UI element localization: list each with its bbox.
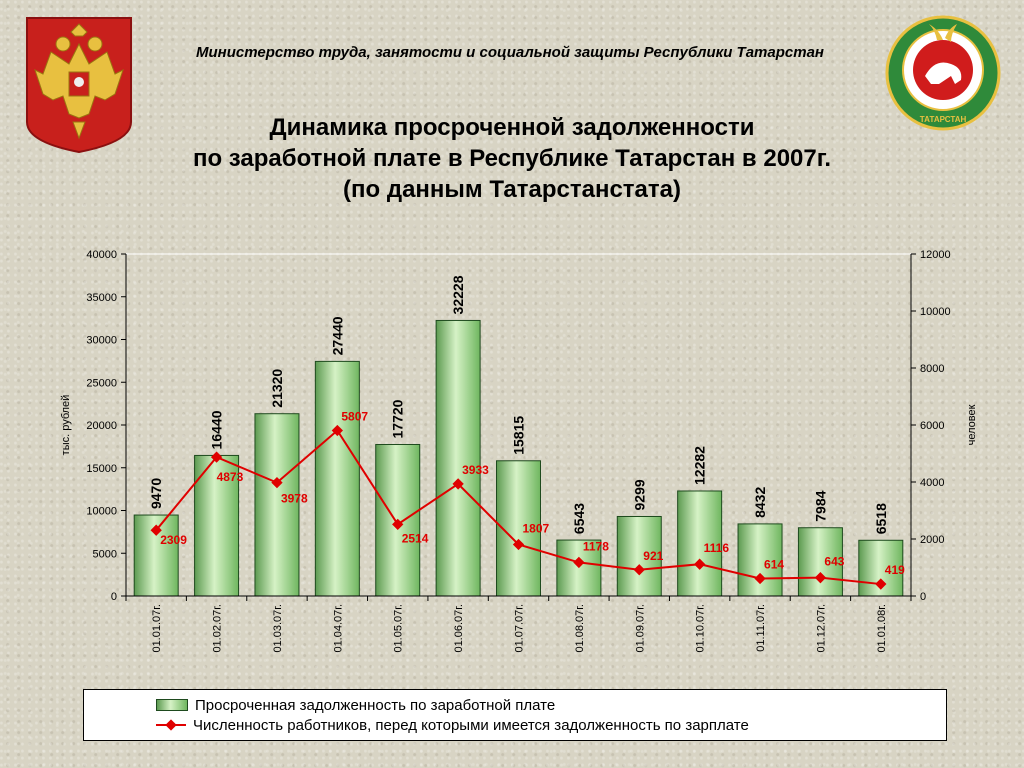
bar xyxy=(797,527,843,597)
line-value-label: 3933 xyxy=(462,463,489,477)
bar xyxy=(314,360,360,597)
line-value-label: 4873 xyxy=(217,470,244,484)
y-right-tick-label: 8000 xyxy=(920,363,944,375)
line-point xyxy=(392,518,404,531)
x-tick-label: 01.10.07г. xyxy=(695,604,707,653)
y-left-tick-label: 30000 xyxy=(86,335,117,347)
bar-value-label: 16440 xyxy=(209,410,225,449)
x-tick-label: 01.07.07г. xyxy=(514,604,526,653)
line-point xyxy=(693,558,706,570)
bar xyxy=(194,454,240,597)
legend-item-line: Численность работников, перед которыми и… xyxy=(156,715,749,735)
y-right-tick-label: 6000 xyxy=(920,420,944,432)
line-value-label: 2514 xyxy=(402,531,429,545)
line-value-label: 643 xyxy=(824,555,844,569)
y-left-tick-label: 15000 xyxy=(86,463,117,475)
x-tick-label: 01.12.07г. xyxy=(815,604,827,653)
y-right-tick-label: 12000 xyxy=(920,249,951,261)
y-left-tick-label: 20000 xyxy=(86,420,117,432)
y-left-tick-label: 10000 xyxy=(86,506,117,518)
line-point xyxy=(573,556,585,569)
page-title: Динамика просроченной задолженности по з… xyxy=(60,112,964,205)
chart-legend: Просроченная задолженность по заработной… xyxy=(83,689,947,741)
y-right-tick-label: 0 xyxy=(920,591,926,603)
bar-value-label: 9299 xyxy=(631,479,647,510)
legend-bar-label: Просроченная задолженность по заработной… xyxy=(195,696,556,714)
line-point xyxy=(875,578,887,590)
ministry-name: Министерство труда, занятости и социальн… xyxy=(196,44,824,61)
tatarstan-emblem-caption: ТАТАРСТАН xyxy=(920,115,967,124)
line-value-label: 1116 xyxy=(704,541,730,555)
line-value-label: 1178 xyxy=(583,539,609,553)
line-point xyxy=(754,572,766,585)
bar xyxy=(677,490,723,597)
tatarstan-emblem-icon: ТАТАРСТАН xyxy=(885,15,1001,131)
bar-value-label: 6518 xyxy=(873,503,889,534)
bar xyxy=(556,539,602,597)
y-axis-left-label: тыс. рублей xyxy=(60,395,72,456)
y-right-tick-label: 2000 xyxy=(920,534,944,546)
legend-bar-swatch xyxy=(156,699,188,711)
x-tick-label: 01.04.07г. xyxy=(332,604,344,653)
line-value-label: 921 xyxy=(643,549,663,563)
y-left-tick-label: 35000 xyxy=(86,292,117,304)
x-tick-label: 01.06.07г. xyxy=(453,604,465,653)
x-tick-label: 01.01.07г. xyxy=(151,604,163,653)
line-point xyxy=(331,424,344,437)
title-line-1: Динамика просроченной задолженности xyxy=(269,114,755,141)
y-left-tick-label: 0 xyxy=(111,591,117,603)
bar xyxy=(254,413,300,597)
y-left-tick-label: 25000 xyxy=(86,377,117,389)
y-left-tick-label: 40000 xyxy=(86,249,117,261)
x-tick-label: 01.09.07г. xyxy=(634,604,646,653)
line-value-label: 1807 xyxy=(523,522,550,536)
line-point xyxy=(210,451,223,463)
title-line-2: по заработной плате в Республике Татарст… xyxy=(192,145,832,172)
bar-value-label: 27440 xyxy=(329,316,345,355)
line-value-label: 419 xyxy=(885,563,905,577)
x-tick-label: 01.02.07г. xyxy=(212,604,224,653)
legend-item-bars: Просроченная задолженность по заработной… xyxy=(156,695,555,715)
line-point xyxy=(512,538,525,551)
title-line-3: (по данным Татарстанстата) xyxy=(343,176,681,203)
x-tick-label: 01.03.07г. xyxy=(272,604,284,653)
line-point xyxy=(452,478,464,490)
y-left-tick-label: 5000 xyxy=(93,548,117,560)
x-tick-label: 01.11.07г. xyxy=(755,604,767,652)
x-tick-label: 01.01.08г. xyxy=(876,604,888,653)
bar-value-label: 32228 xyxy=(450,275,466,314)
bar xyxy=(435,319,481,597)
y-right-tick-label: 10000 xyxy=(920,306,951,318)
x-tick-label: 01.05.07г. xyxy=(393,604,405,653)
y-axis-right-label: человек xyxy=(966,404,978,445)
line-point xyxy=(633,564,645,576)
bar-value-label: 9470 xyxy=(148,478,164,509)
line-value-label: 5807 xyxy=(341,410,368,424)
bar xyxy=(616,515,662,597)
line-value-label: 3978 xyxy=(281,492,308,506)
bar-value-label: 17720 xyxy=(390,399,406,438)
line-point xyxy=(271,476,283,489)
bar-value-label: 12282 xyxy=(692,446,708,485)
bar-value-label: 8432 xyxy=(752,487,768,518)
legend-line-swatch xyxy=(156,719,186,731)
y-right-tick-label: 4000 xyxy=(920,477,944,489)
line-value-label: 614 xyxy=(764,558,784,572)
legend-line-label: Численность работников, перед которыми и… xyxy=(193,716,749,734)
bar-value-label: 7984 xyxy=(812,490,828,521)
line-point xyxy=(150,524,162,536)
bar-value-label: 15815 xyxy=(511,416,527,455)
x-tick-label: 01.08.07г. xyxy=(574,604,586,653)
line-value-label: 2309 xyxy=(160,533,187,547)
bar-value-label: 21320 xyxy=(269,369,285,408)
bar-value-label: 6543 xyxy=(571,503,587,534)
line-point xyxy=(814,572,827,584)
russia-coat-of-arms-icon xyxy=(26,17,132,154)
